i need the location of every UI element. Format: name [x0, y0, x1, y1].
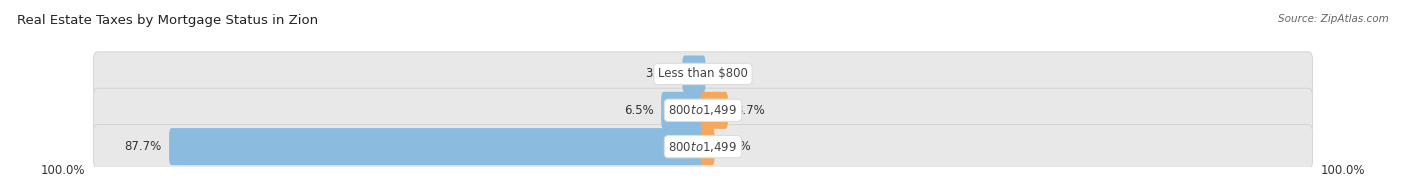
FancyBboxPatch shape — [661, 92, 706, 129]
FancyBboxPatch shape — [93, 88, 1313, 132]
Text: 100.0%: 100.0% — [1322, 164, 1365, 177]
Text: 3.7%: 3.7% — [735, 104, 765, 117]
Text: Source: ZipAtlas.com: Source: ZipAtlas.com — [1278, 14, 1389, 24]
Text: Real Estate Taxes by Mortgage Status in Zion: Real Estate Taxes by Mortgage Status in … — [17, 14, 318, 27]
Text: 1.5%: 1.5% — [721, 140, 752, 153]
Text: $800 to $1,499: $800 to $1,499 — [668, 103, 738, 117]
FancyBboxPatch shape — [93, 124, 1313, 169]
Text: $800 to $1,499: $800 to $1,499 — [668, 140, 738, 154]
Text: Less than $800: Less than $800 — [658, 67, 748, 81]
Text: 3.0%: 3.0% — [645, 67, 675, 81]
FancyBboxPatch shape — [169, 128, 706, 165]
FancyBboxPatch shape — [700, 92, 728, 129]
FancyBboxPatch shape — [93, 52, 1313, 96]
Text: 6.5%: 6.5% — [624, 104, 654, 117]
Text: 0.0%: 0.0% — [713, 67, 742, 81]
FancyBboxPatch shape — [700, 128, 714, 165]
Legend: Without Mortgage, With Mortgage: Without Mortgage, With Mortgage — [572, 194, 834, 196]
Text: 87.7%: 87.7% — [125, 140, 162, 153]
FancyBboxPatch shape — [682, 55, 706, 93]
Text: 100.0%: 100.0% — [41, 164, 84, 177]
